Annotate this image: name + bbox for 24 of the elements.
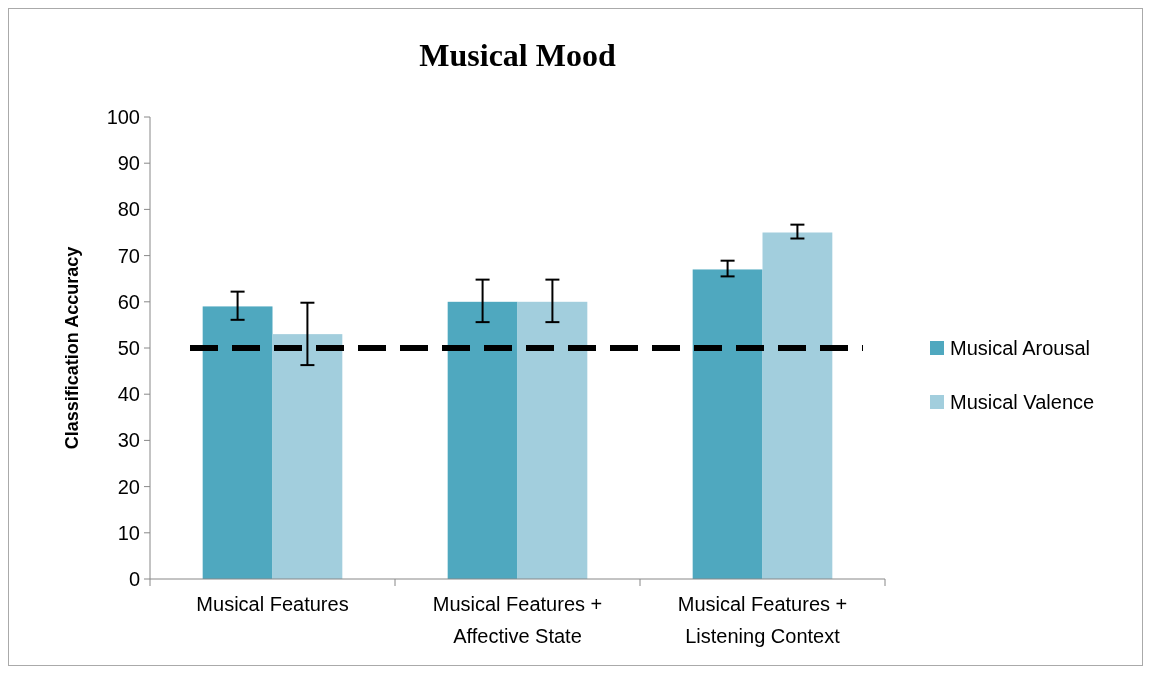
x-tick-label: Musical Features + Listening Context <box>677 593 848 647</box>
y-tick-label: 40 <box>117 383 140 406</box>
y-tick-label: 0 <box>128 568 140 590</box>
y-tick-label: 10 <box>117 521 140 544</box>
x-tick-label: Musical Features <box>196 593 349 615</box>
y-tick-label: 20 <box>117 475 140 498</box>
y-axis-title: Classification Accuracy <box>62 246 82 450</box>
y-tick-label: 90 <box>117 152 140 175</box>
y-tick-label: 80 <box>117 198 140 221</box>
x-tick-label: Musical Features + Affective State <box>432 593 603 647</box>
chart-title: Musical Mood <box>419 37 616 73</box>
y-tick-label: 50 <box>117 337 140 359</box>
y-tick-label: 100 <box>106 106 140 128</box>
bar <box>272 334 343 579</box>
bar <box>692 269 763 579</box>
bar <box>762 232 833 579</box>
y-tick-label: 60 <box>117 290 140 313</box>
legend-label: Musical Arousal <box>950 337 1091 359</box>
y-tick-label: 70 <box>117 244 140 267</box>
bar <box>517 301 588 579</box>
legend-label: Musical Valence <box>950 391 1095 413</box>
bar <box>447 301 518 579</box>
y-tick-label: 30 <box>117 429 140 452</box>
bar <box>202 306 273 579</box>
